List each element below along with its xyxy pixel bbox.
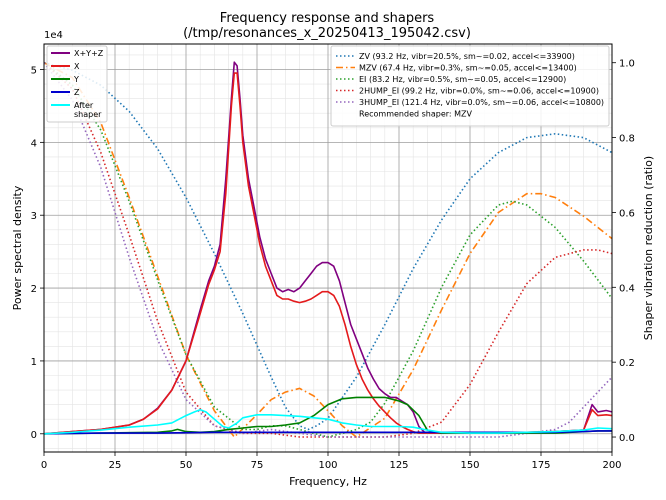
x-tick-label: 125 — [389, 460, 408, 471]
psd-curves — [44, 61, 612, 435]
psd-curve-4 — [44, 408, 612, 435]
y-tick-label: 0 — [31, 430, 37, 441]
shaper-legend-label: ZV (93.2 Hz, vibr=20.5%, sm~=0.02, accel… — [359, 52, 575, 61]
psd-legend-label: X+Y+Z — [74, 49, 104, 58]
y-tick-label: 5 — [31, 66, 37, 77]
y-tick-label: 4 — [31, 138, 37, 149]
x-tick-label: 175 — [531, 460, 550, 471]
x-tick-label: 200 — [602, 460, 621, 471]
x-tick-label: 150 — [460, 460, 479, 471]
y2-axis-label: Shaper vibration reduction (ratio) — [642, 156, 655, 340]
x-axis-label: Frequency, Hz — [289, 475, 367, 488]
y-tick-label: 1 — [31, 357, 37, 368]
x-tick-label: 50 — [180, 460, 193, 471]
x-tick-label: 100 — [318, 460, 337, 471]
y-axis-ticks: 0 1 2 3 4 5 — [31, 66, 44, 441]
y2-tick-label: 0.0 — [619, 433, 635, 444]
shaper-legend: ZV (93.2 Hz, vibr=20.5%, sm~=0.02, accel… — [330, 45, 610, 127]
y-scale-label: 1e4 — [44, 30, 63, 41]
y2-tick-label: 1.0 — [619, 59, 635, 70]
psd-legend-label: After shaper — [74, 101, 102, 119]
y2-tick-label: 0.4 — [619, 283, 635, 294]
x-tick-label: 75 — [251, 460, 264, 471]
shaper-curves — [44, 61, 612, 439]
x-axis-ticks: 0 25 50 75 100 125 150 175 200 — [41, 452, 622, 471]
shaper-curve-4 — [44, 62, 612, 438]
x-tick-label: 0 — [41, 460, 47, 471]
psd-legend-label: Z — [74, 88, 80, 97]
shaper-legend-label: MZV (67.4 Hz, vibr=0.3%, sm~=0.05, accel… — [359, 64, 577, 73]
y-axis-label: Power spectral density — [11, 185, 24, 310]
shaper-legend-label: 2HUMP_EI (99.2 Hz, vibr=0.0%, sm~=0.06, … — [359, 87, 599, 96]
y-tick-label: 2 — [31, 284, 37, 295]
y2-tick-label: 0.6 — [619, 208, 635, 219]
psd-legend: X+Y+Z XYZ After shaper — [46, 45, 108, 123]
psd-curve-3 — [44, 430, 612, 435]
shaper-curve-1 — [44, 61, 612, 439]
x-tick-label: 25 — [109, 460, 122, 471]
psd-legend-label: X — [74, 62, 80, 71]
y2-axis-ticks: 0.0 0.2 0.4 0.6 0.8 1.0 — [612, 59, 635, 444]
shaper-curve-2 — [44, 62, 612, 438]
shaper-legend-label: 3HUMP_EI (121.4 Hz, vibr=0.0%, sm~=0.06,… — [359, 98, 604, 107]
y2-tick-label: 0.8 — [619, 134, 635, 145]
shaper-curve-3 — [44, 62, 612, 438]
chart-subtitle: (/tmp/resonances_x_20250413_195042.csv) — [183, 26, 471, 41]
psd-legend-label: Y — [73, 75, 79, 84]
chart-title: Frequency response and shapers — [220, 11, 435, 26]
y2-tick-label: 0.2 — [619, 358, 635, 369]
shaper-legend-label: EI (83.2 Hz, vibr=0.5%, sm~=0.05, accel<… — [359, 75, 566, 84]
recommended-shaper-text: Recommended shaper: MZV — [359, 110, 473, 119]
shaper-curve-0 — [44, 61, 612, 431]
psd-curve-1 — [44, 72, 612, 435]
y-tick-label: 3 — [31, 211, 37, 222]
